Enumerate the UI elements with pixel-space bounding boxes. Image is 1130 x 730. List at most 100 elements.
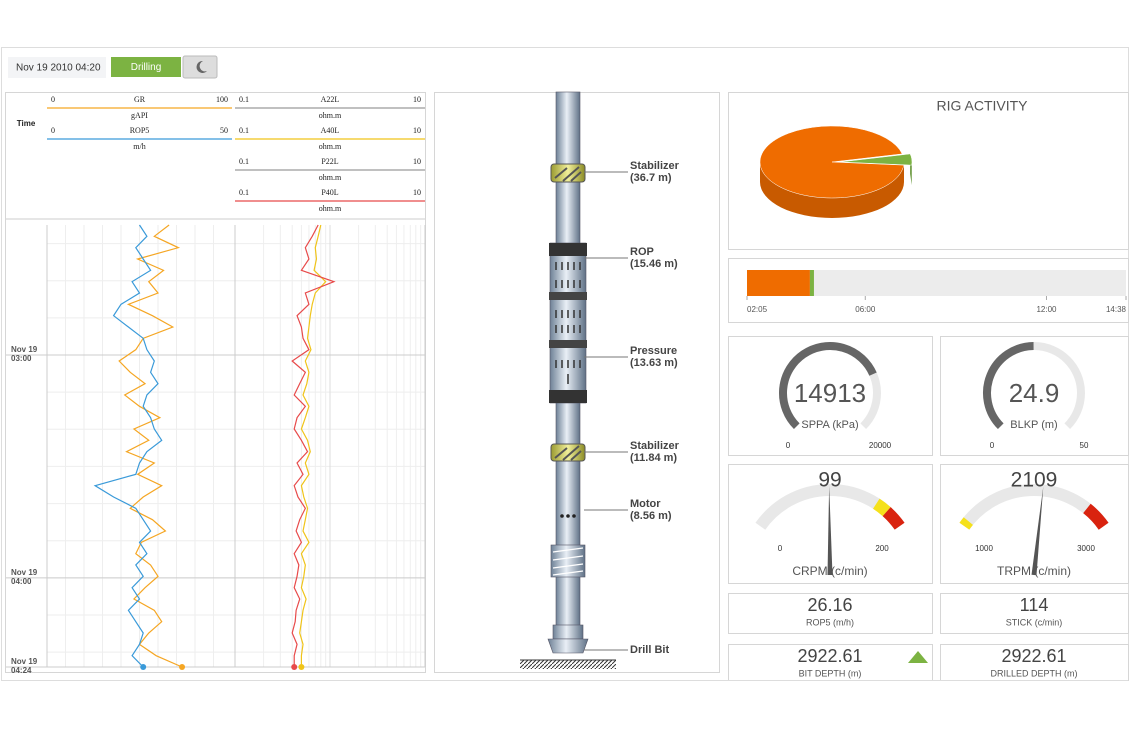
gauge-max: 20000 <box>869 441 892 450</box>
time-tick-label: Nov 19 <box>11 657 38 666</box>
curve-name: ROP5 <box>130 126 150 135</box>
curve-max: 10 <box>413 157 421 166</box>
readout-value: 2922.61 <box>797 646 862 666</box>
curve-max: 100 <box>216 95 228 104</box>
readout-label: ROP5 (m/h) <box>806 617 854 627</box>
gauge-needle <box>827 486 833 576</box>
curve-max: 10 <box>413 95 421 104</box>
pie-slice <box>759 125 905 199</box>
component-offset: (15.46 m) <box>630 258 678 270</box>
gauge-value-arc <box>779 342 877 430</box>
gauge-max: 200 <box>875 544 889 553</box>
rig-title: RIG ACTIVITY <box>936 98 1028 114</box>
gauge-max: 50 <box>1080 441 1089 450</box>
gauge-value: 99 <box>818 469 841 492</box>
mode-button[interactable] <box>182 55 218 79</box>
curve-unit: ohm.m <box>319 111 342 120</box>
trend-up-icon <box>908 651 928 663</box>
status-label[interactable]: Drilling <box>131 62 162 73</box>
gauge-zone <box>1083 503 1109 530</box>
gauge-min: 0 <box>990 441 995 450</box>
readout-value: 114 <box>1020 595 1049 615</box>
curve-max: 10 <box>413 188 421 197</box>
pie-slice <box>839 153 913 166</box>
gauge-panel <box>728 336 933 456</box>
timeline-segment <box>809 270 814 296</box>
curve-name: P22L <box>321 157 338 166</box>
timestamp-box <box>8 57 106 78</box>
gauge-min: 0 <box>778 544 783 553</box>
gauge-label: TRPM (c/min) <box>997 564 1071 578</box>
component-offset: (11.84 m) <box>630 452 677 464</box>
readout-label: BIT DEPTH (m) <box>799 668 862 678</box>
curve-end-dot <box>291 664 298 670</box>
component-name: Pressure <box>630 345 677 357</box>
timeline-tick-label: 14:38 <box>1106 305 1127 314</box>
curve-max: 50 <box>220 126 228 135</box>
status-button[interactable] <box>111 57 181 77</box>
curve-unit: m/h <box>133 142 145 151</box>
curve-min: 0.1 <box>239 95 249 104</box>
readout-label: STICK (c/min) <box>1006 617 1063 627</box>
log-curve <box>291 224 336 667</box>
gauge-zone <box>872 498 891 517</box>
gauge-needle <box>1031 486 1044 576</box>
time-tick-label: 04:00 <box>11 577 32 586</box>
log-curve <box>118 224 183 668</box>
timeline-segment <box>747 270 810 296</box>
time-tick-label: 03:00 <box>11 354 32 363</box>
time-header: Time <box>17 119 36 128</box>
curve-min: 0 <box>51 126 55 135</box>
log-curve <box>299 224 327 667</box>
readout-value: 26.16 <box>807 595 852 615</box>
gauge-min: 1000 <box>975 544 993 553</box>
component-name: Stabilizer <box>630 160 680 172</box>
time-tick-label: 04:24 <box>11 666 32 675</box>
curve-max: 10 <box>413 126 421 135</box>
component-name: ROP <box>630 246 654 258</box>
gauge-min: 0 <box>786 441 791 450</box>
readout-panel <box>728 593 933 634</box>
curve-min: 0.1 <box>239 126 249 135</box>
curve-unit: ohm.m <box>319 142 342 151</box>
time-tick-label: Nov 19 <box>11 345 38 354</box>
component-name: Drill Bit <box>630 644 669 656</box>
gauge-label: SPPA (kPa) <box>801 419 858 431</box>
curve-min: 0.1 <box>239 188 249 197</box>
timeline-tick-label: 06:00 <box>855 305 876 314</box>
readout-label: DRILLED DEPTH (m) <box>990 668 1077 678</box>
readout-value: 2922.61 <box>1001 646 1066 666</box>
curve-end-dot <box>179 664 186 670</box>
curve-end-dot <box>140 664 147 670</box>
component-offset: (13.63 m) <box>630 357 678 369</box>
gauge-value: 14913 <box>794 378 866 408</box>
curve-min: 0.1 <box>239 157 249 166</box>
gauge-label: BLKP (m) <box>1010 419 1057 431</box>
curve-unit: gAPI <box>131 111 148 120</box>
gauge-value-arc <box>983 342 1034 430</box>
timeline-tick-label: 12:00 <box>1036 305 1057 314</box>
curve-name: GR <box>134 95 146 104</box>
curve-name: A40L <box>321 126 340 135</box>
gauge-panel <box>940 336 1129 456</box>
curve-end-dot <box>298 664 305 670</box>
curve-unit: ohm.m <box>319 173 342 182</box>
gauge-label: CRPM (c/min) <box>792 564 867 578</box>
pie-side <box>760 162 904 218</box>
curve-min: 0 <box>51 95 55 104</box>
readout-panel <box>940 593 1129 634</box>
tool-drawing <box>520 91 616 669</box>
readout-panel <box>940 644 1129 681</box>
component-offset: (8.56 m) <box>630 510 672 522</box>
component-offset: (36.7 m) <box>630 172 672 184</box>
readout-panel <box>728 644 933 681</box>
gauge-value: 24.9 <box>1009 378 1060 408</box>
log-panel <box>5 92 426 673</box>
gauge-value: 2109 <box>1011 469 1058 492</box>
curve-name: P40L <box>321 188 338 197</box>
component-name: Motor <box>630 498 661 510</box>
gauge-zone <box>959 517 973 530</box>
curve-unit: ohm.m <box>319 204 342 213</box>
